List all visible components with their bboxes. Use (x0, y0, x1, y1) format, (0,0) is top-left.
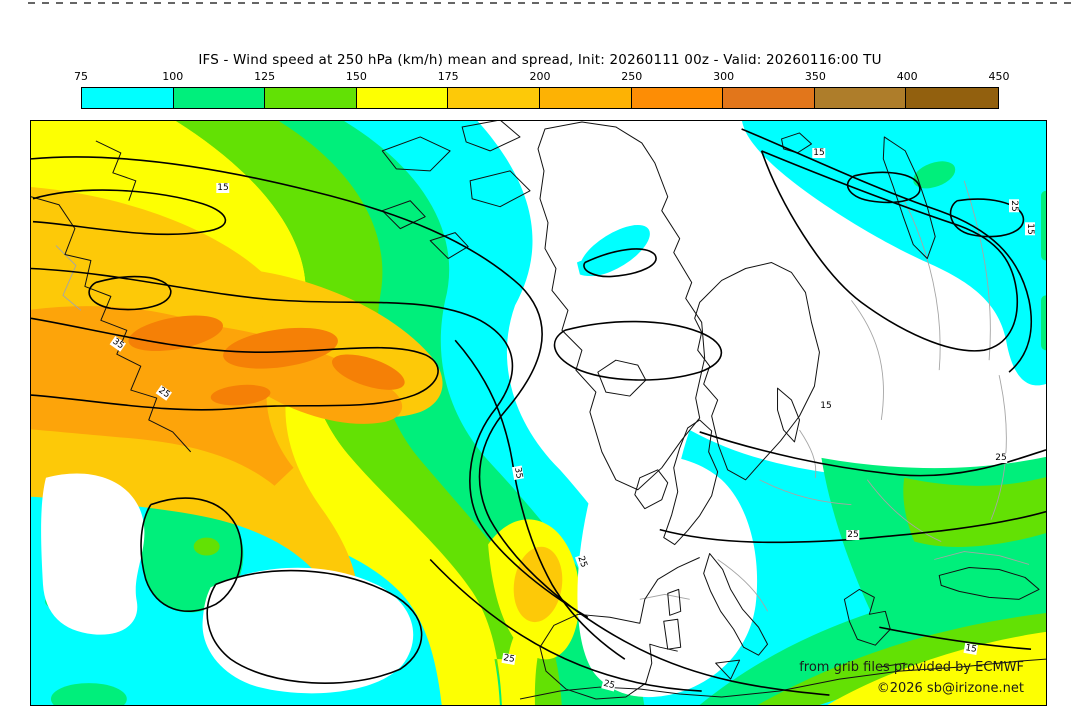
colorbar-scale (81, 87, 999, 109)
colorbar-segment (448, 88, 540, 108)
colorbar-segment (82, 88, 174, 108)
colorbar-tick: 300 (713, 70, 735, 83)
colorbar-tick: 350 (804, 70, 826, 83)
contour-value-label: 25 (1009, 199, 1019, 213)
colorbar-tick: 200 (529, 70, 551, 83)
contour-value-label: 25 (994, 453, 1008, 463)
contour-value-label: 15 (1025, 222, 1035, 236)
attribution-copyright: ©2026 sb@irizone.net (876, 681, 1024, 696)
chart-title: IFS - Wind speed at 250 hPa (km/h) mean … (198, 52, 882, 68)
colorbar-segment (723, 88, 815, 108)
attribution-source: from grib files provided by ECMWF (799, 660, 1024, 675)
wind-map: 15 15 35 25 35 25 15 25 25 25 25 15 25 15 from grib f… (30, 120, 1047, 706)
colorbar-tick: 150 (345, 70, 367, 83)
colorbar-tick: 175 (437, 70, 459, 83)
colorbar-segment (265, 88, 357, 108)
colorbar-segment (814, 88, 907, 108)
contour-value-label: 15 (216, 183, 230, 193)
colorbar-segment (173, 88, 266, 108)
wind-map-svg (31, 121, 1046, 705)
colorbar-segment (906, 88, 998, 108)
colorbar-segment (631, 88, 724, 108)
contour-value-label: 25 (501, 652, 517, 666)
contour-value-label: 25 (846, 530, 860, 540)
colorbar-tick: 250 (621, 70, 643, 83)
colorbar-tick: 400 (896, 70, 918, 83)
colorbar-tick: 75 (74, 70, 88, 83)
colorbar-tick: 100 (162, 70, 184, 83)
colorbar-segment (356, 88, 449, 108)
contour-value-label: 15 (812, 148, 826, 158)
colorbar: 75 100 125 150 175 200 250 300 350 400 450 (74, 70, 1010, 112)
top-dashed-rule (28, 2, 1076, 4)
contour-value-label: 15 (963, 642, 979, 656)
colorbar-tick: 450 (988, 70, 1010, 83)
contour-value-label: 15 (819, 401, 833, 411)
colorbar-tick-labels: 75 100 125 150 175 200 250 300 350 400 450 (74, 70, 1010, 84)
colorbar-tick: 125 (254, 70, 276, 83)
contour-value-label: 35 (511, 465, 525, 481)
colorbar-segment (540, 88, 632, 108)
